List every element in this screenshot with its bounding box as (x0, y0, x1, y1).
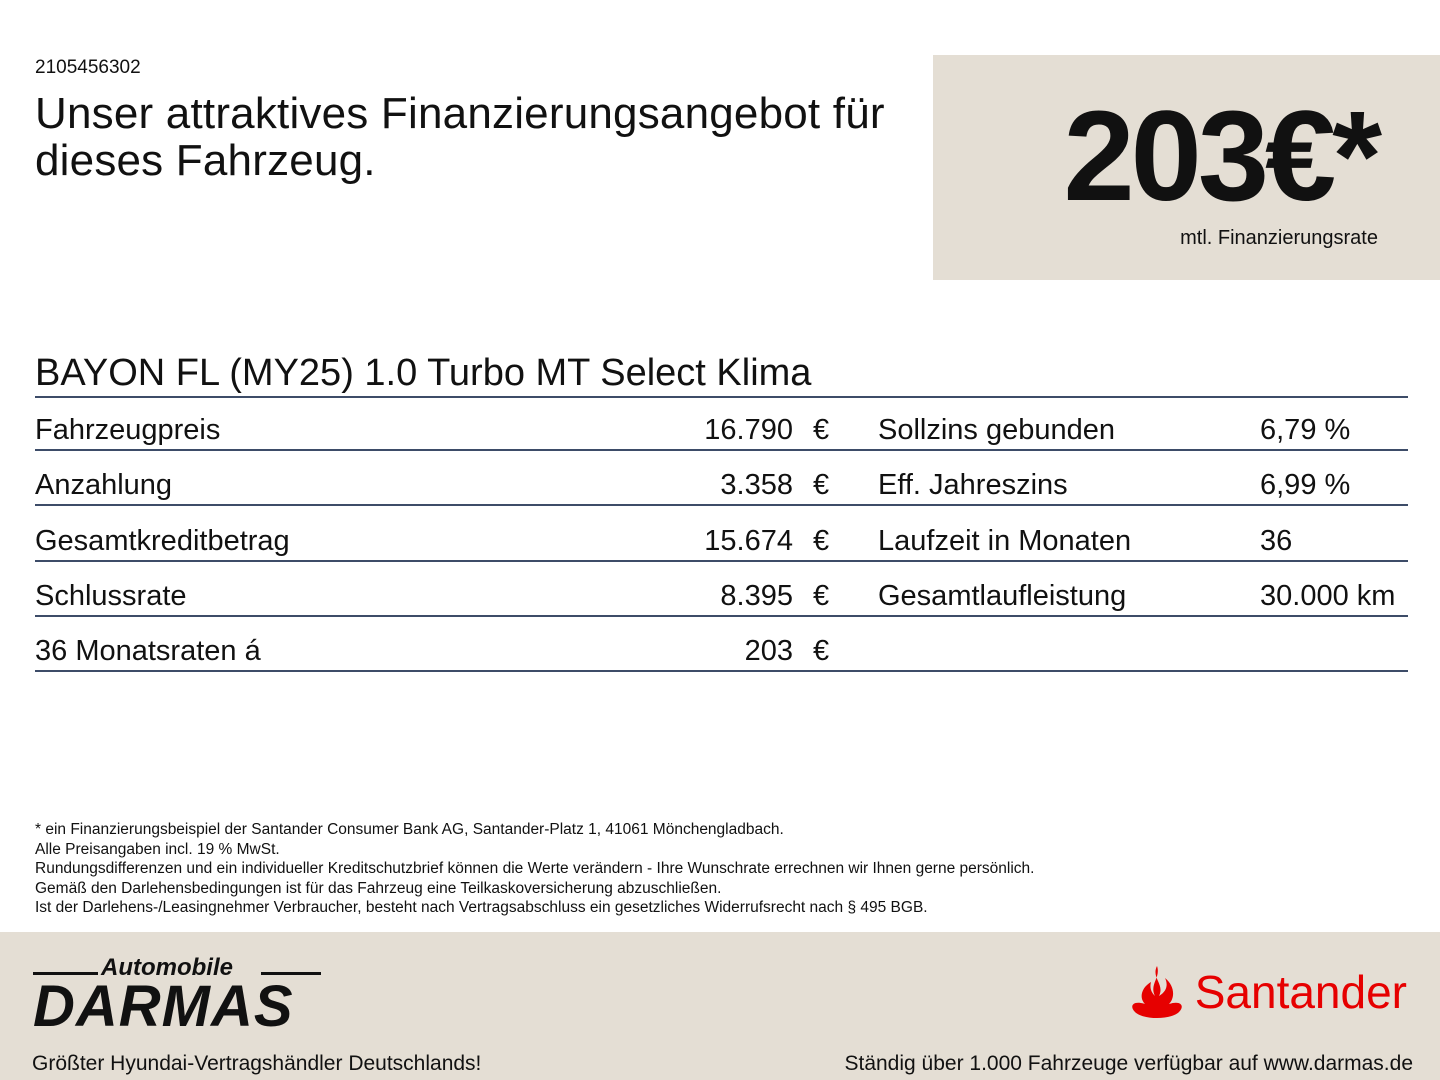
row-value: 16.790 (704, 414, 793, 446)
darmas-logo: Automobile DARMAS (33, 954, 323, 1038)
row-right-value: 36 (1260, 524, 1293, 557)
offer-id: 2105456302 (35, 57, 141, 78)
row-value: 15.674 (704, 524, 793, 557)
monthly-price-label: mtl. Finanzierungsrate (1180, 227, 1378, 249)
row-currency: € (813, 469, 830, 502)
finance-row: Gesamtkreditbetrag 15.674 € Laufzeit in Mon… (35, 514, 1408, 562)
slogan-left: Größter Hyundai-Vertragshändler Deutschl… (32, 1052, 482, 1075)
finance-row: Anzahlung 3.358 € Eff. Jahreszins 6,99 % (35, 458, 1408, 507)
santander-wordmark: Santander (1194, 966, 1407, 1018)
row-label: Schlussrate (35, 579, 187, 612)
finance-row: Fahrzeugpreis 16.790 € Sollzins gebunden 6,7… (35, 403, 1408, 451)
footer: Automobile DARMAS Santander Größter Hyun… (0, 932, 1440, 1080)
row-currency: € (813, 414, 830, 446)
row-label: Gesamtkreditbetrag (35, 524, 290, 557)
row-label: Anzahlung (35, 469, 173, 502)
finance-row: 36 Monatsraten á 203 € (35, 624, 1408, 673)
row-value: 8.395 (720, 579, 793, 612)
row-right-value: 30.000 km (1260, 579, 1396, 612)
row-currency: € (813, 524, 830, 557)
santander-flame-icon (1131, 966, 1182, 1018)
row-right-value: 6,99 % (1260, 469, 1351, 502)
row-right-label: Sollzins gebunden (878, 414, 1116, 446)
row-value: 203 (744, 635, 793, 668)
row-currency: € (813, 579, 830, 612)
row-currency: € (813, 635, 830, 668)
row-right-value: 6,79 % (1260, 414, 1351, 446)
row-label: 36 Monatsraten á (35, 635, 261, 668)
logo-text-top: Automobile (101, 954, 233, 981)
footnote: Alle Preisangaben incl. 19 % MwSt. (35, 840, 280, 858)
footnote: Gemäß den Darlehensbedingungen ist für d… (35, 879, 722, 897)
footnote: Ist der Darlehens-/Leasingnehmer Verbrau… (35, 899, 928, 916)
footnote: * ein Finanzierungsbeispiel der Santande… (35, 821, 784, 838)
footnote: Rundungsdifferenzen und ein individuelle… (35, 860, 1035, 877)
row-right-label: Gesamtlaufleistung (878, 579, 1127, 612)
monthly-price: 203€* (1063, 85, 1382, 228)
footnotes: * ein Finanzierungsbeispiel der Santande… (35, 820, 1034, 918)
row-right-label: Eff. Jahreszins (878, 469, 1068, 502)
price-box: 203€* mtl. Finanzierungsrate (933, 55, 1440, 280)
finance-row: Schlussrate 8.395 € Gesamtlaufleistung 30.00… (35, 569, 1408, 617)
row-value: 3.358 (720, 469, 793, 502)
headline: Unser attraktives Finanzierungsangebot f… (35, 89, 885, 185)
model-title: BAYON FL (MY25) 1.0 Turbo MT Select Klim… (35, 350, 1408, 398)
santander-logo: Santander (1129, 962, 1407, 1022)
row-right-label: Laufzeit in Monaten (878, 524, 1132, 557)
logo-text-main: DARMAS (33, 974, 294, 1039)
slogan-right: Ständig über 1.000 Fahrzeuge verfügbar a… (844, 1052, 1413, 1075)
row-label: Fahrzeugpreis (35, 414, 221, 446)
